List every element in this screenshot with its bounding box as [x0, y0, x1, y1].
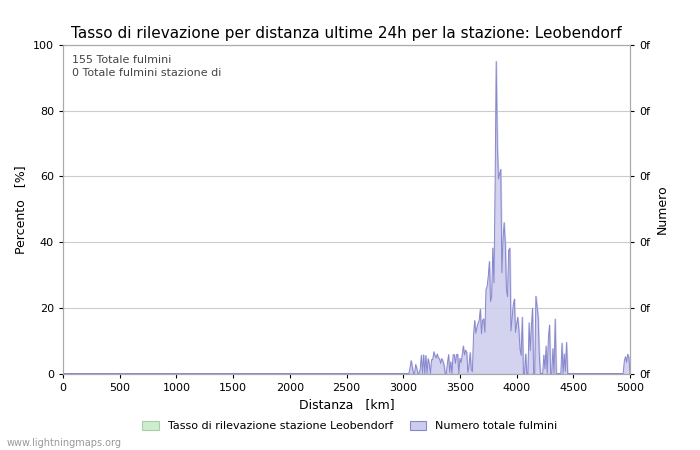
Legend: Tasso di rilevazione stazione Leobendorf, Numero totale fulmini: Tasso di rilevazione stazione Leobendorf…: [138, 416, 562, 436]
Y-axis label: Numero: Numero: [656, 184, 668, 234]
Text: 155 Totale fulmini
0 Totale fulmini stazione di: 155 Totale fulmini 0 Totale fulmini staz…: [71, 55, 221, 78]
Title: Tasso di rilevazione per distanza ultime 24h per la stazione: Leobendorf: Tasso di rilevazione per distanza ultime…: [71, 26, 622, 41]
Y-axis label: Percento   [%]: Percento [%]: [15, 165, 27, 253]
Text: www.lightningmaps.org: www.lightningmaps.org: [7, 438, 122, 448]
X-axis label: Distanza   [km]: Distanza [km]: [299, 398, 394, 411]
